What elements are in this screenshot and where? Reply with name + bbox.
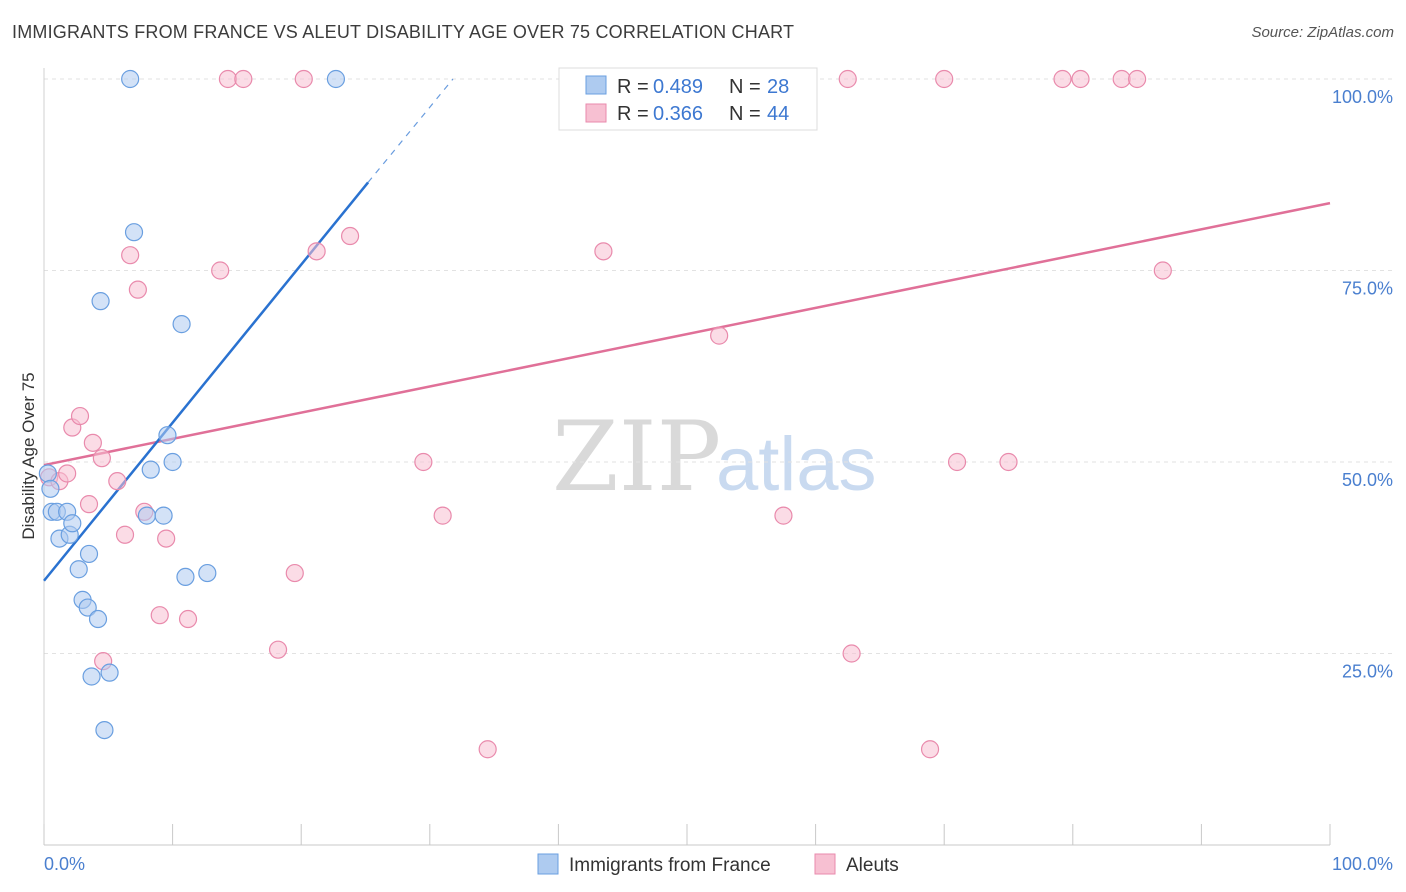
point-france [137,506,156,525]
point-france [95,720,114,740]
series-legend: Immigrants from France Aleuts [537,853,899,876]
point-aleuts [234,69,253,89]
watermark: ZIP atlas [552,401,877,513]
y-axis-label: Disability Age Over 75 [19,372,38,539]
legend-n-label-2: N = [729,103,761,125]
legend-n-value-1: 28 [767,76,789,98]
point-france [69,560,88,579]
legend-r-value-2: 0.366 [653,103,703,125]
point-aleuts [842,644,861,663]
point-aleuts [92,449,111,468]
x-tick-label-min: 0.0% [44,854,85,874]
point-aleuts [340,226,360,246]
y-tick-label: 25.0% [1342,662,1393,682]
point-aleuts [1053,69,1072,89]
trend-line-aleuts [43,201,1331,467]
point-france [176,567,195,587]
point-france [79,544,99,564]
point-france [141,460,160,479]
point-aleuts [478,740,497,759]
point-france [41,479,60,498]
point-aleuts [79,495,99,514]
point-aleuts [999,452,1018,472]
source-label: Source: ZipAtlas.com [1251,24,1394,41]
correlation-legend: R = 0.489 N = 28 R = 0.366 N = 44 [558,67,818,131]
point-aleuts [1071,69,1090,89]
legend-n-value-2: 44 [767,103,789,125]
point-aleuts [838,69,857,89]
y-tick-label: 75.0% [1342,279,1393,299]
point-aleuts [150,606,169,625]
point-aleuts [115,525,135,544]
legend-r-value-1: 0.489 [653,76,703,98]
point-aleuts [414,452,433,472]
legend-r-label-2: R = [617,103,649,125]
point-france [100,663,119,682]
point-france [121,69,140,89]
point-aleuts [1112,69,1131,89]
point-france [124,223,144,242]
chart-title: IMMIGRANTS FROM FRANCE VS ALEUT DISABILI… [12,22,795,42]
point-france [38,464,57,483]
point-aleuts [211,261,230,280]
series-label-aleuts: Aleuts [846,855,899,876]
point-france [91,292,110,311]
point-aleuts [1153,261,1172,280]
point-aleuts [307,242,326,261]
point-france [326,69,346,89]
point-aleuts [920,740,940,759]
point-aleuts [178,609,198,629]
point-aleuts [285,563,304,583]
trend-line-france-extension [367,78,454,183]
legend-swatch-pink [585,103,607,123]
point-aleuts [70,406,90,426]
point-france [88,609,108,629]
series-label-france: Immigrants from France [569,855,771,876]
point-aleuts [157,529,176,548]
point-aleuts [58,464,77,483]
point-aleuts [83,433,102,452]
x-tick-label-max: 100.0% [1332,854,1393,874]
point-aleuts [594,242,613,261]
point-aleuts [128,280,147,299]
point-france [154,506,173,525]
point-aleuts [218,69,237,89]
point-aleuts [710,326,729,345]
point-aleuts [935,69,954,89]
point-france [82,667,101,686]
watermark-atlas: atlas [716,422,877,507]
point-france [163,452,182,472]
point-france [172,315,191,334]
legend-r-label-1: R = [617,76,649,98]
point-france [158,426,177,445]
axes [43,68,1331,846]
point-aleuts [268,640,288,659]
point-france [198,563,217,583]
point-aleuts [1127,69,1147,89]
point-aleuts [294,69,313,89]
point-france [78,598,97,617]
point-aleuts [947,452,967,472]
point-aleuts [774,506,793,525]
point-aleuts [108,472,127,491]
y-tick-labels: 25.0% 50.0% 75.0% 100.0% [1332,87,1393,682]
y-tick-label: 100.0% [1332,87,1393,107]
legend-swatch-blue [585,75,607,95]
series-swatch-france [537,853,559,875]
data-points [38,69,1172,759]
point-aleuts [121,246,140,265]
grid-lines [44,78,1392,654]
y-tick-label: 50.0% [1342,470,1393,490]
legend-n-label-1: N = [729,76,761,98]
point-aleuts [433,506,452,525]
trend-line-france [43,181,370,582]
watermark-zip: ZIP [552,401,721,513]
point-france [63,514,82,533]
series-swatch-aleuts [814,853,836,875]
